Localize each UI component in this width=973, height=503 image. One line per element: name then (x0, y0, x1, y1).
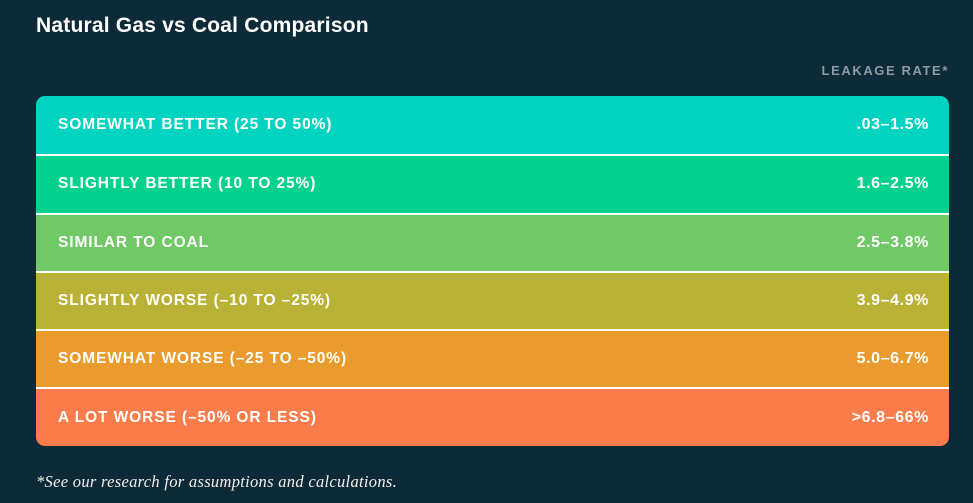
row-value: >6.8–66% (851, 408, 929, 426)
leakage-rate-column-header: LEAKAGE RATE* (821, 63, 949, 78)
table-row: SOMEWHAT WORSE (–25 TO –50%) 5.0–6.7% (36, 329, 949, 388)
row-label: SIMILAR TO COAL (58, 233, 209, 251)
row-value: .03–1.5% (856, 116, 929, 134)
page-title: Natural Gas vs Coal Comparison (36, 14, 369, 37)
row-label: SLIGHTLY WORSE (–10 TO –25%) (58, 292, 331, 310)
table-row: SLIGHTLY BETTER (10 TO 25%) 1.6–2.5% (36, 154, 949, 213)
row-label: SOMEWHAT WORSE (–25 TO –50%) (58, 350, 348, 368)
footnote-text: *See our research for assumptions and ca… (36, 472, 398, 491)
table-row: SOMEWHAT BETTER (25 TO 50%) .03–1.5% (36, 96, 949, 155)
comparison-table: SOMEWHAT BETTER (25 TO 50%) .03–1.5% SLIGH… (36, 96, 949, 446)
row-value: 3.9–4.9% (856, 292, 929, 310)
table-row: SLIGHTLY WORSE (–10 TO –25%) 3.9–4.9% (36, 270, 949, 330)
table-row: A LOT WORSE (–50% OR LESS) >6.8–66% (36, 387, 949, 446)
row-value: 2.5–3.8% (856, 233, 929, 251)
row-label: SOMEWHAT BETTER (25 TO 50%) (58, 116, 333, 134)
row-label: A LOT WORSE (–50% OR LESS) (58, 408, 317, 426)
row-value: 5.0–6.7% (856, 350, 929, 368)
row-label: SLIGHTLY BETTER (10 TO 25%) (58, 175, 317, 193)
table-row: SIMILAR TO COAL 2.5–3.8% (36, 212, 949, 271)
row-value: 1.6–2.5% (856, 175, 929, 193)
